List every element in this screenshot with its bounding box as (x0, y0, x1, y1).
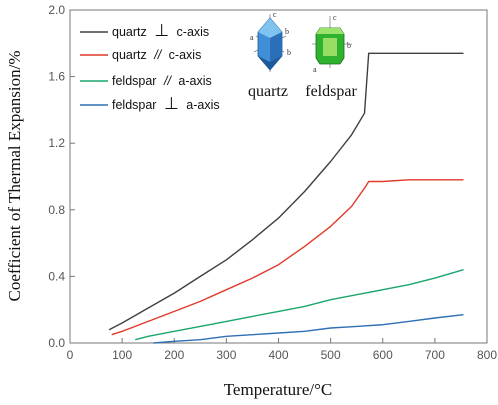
feldspar-axis-c: c (333, 13, 337, 22)
x-tick-label: 100 (112, 348, 132, 362)
legend-entry-1: quartz // c-axis (112, 48, 201, 62)
y-tick-label: 0.0 (48, 336, 65, 350)
quartz-label: quartz (248, 83, 288, 100)
x-tick-label: 400 (268, 348, 288, 362)
legend-entry-0: quartz ⊥ c-axis (112, 21, 209, 40)
series-line-1 (111, 179, 464, 336)
quartz-axis-c: c (273, 10, 277, 19)
legend-suffix-0: c-axis (177, 25, 210, 39)
y-tick-label: 0.8 (48, 203, 65, 217)
x-tick-label: 0 (67, 348, 74, 362)
legend-suffix-1: c-axis (169, 48, 202, 62)
feldspar-axis-a: a (313, 65, 317, 74)
series-lines (108, 52, 464, 344)
legend-suffix-2: a-axis (178, 74, 211, 88)
x-tick-label: 500 (321, 348, 341, 362)
legend-prefix-2: feldspar (112, 74, 156, 88)
legend-prefix-0: quartz (112, 25, 147, 39)
y-axis-label: Coefficient of Thermal Expansion/% (5, 51, 24, 302)
legend-entry-2: feldspar // a-axis (112, 74, 212, 88)
x-tick-label: 300 (216, 348, 236, 362)
legend-entry-3: feldspar ⊥ a-axis (112, 94, 220, 113)
x-tick-label: 200 (164, 348, 184, 362)
quartz-axis-b-upper: b (285, 27, 289, 36)
series-line-2 (135, 269, 464, 341)
x-axis-label: Temperature/°C (224, 380, 333, 399)
ticks: 0 100 200 300 400 500 600 700 800 0.0 0.4 0.8 1.2 1.6… (48, 3, 497, 362)
quartz-axis-b-lower: b (287, 48, 291, 57)
y-tick-label: 2.0 (48, 3, 65, 17)
y-tick-label: 1.2 (48, 136, 65, 150)
quartz-axis-a: a (250, 33, 254, 42)
y-tick-label: 0.4 (48, 269, 65, 283)
legend: quartz ⊥ c-axis quartz // c-axis feldspa… (80, 21, 220, 113)
legend-prefix-1: quartz (112, 48, 147, 62)
series-line-0 (108, 52, 464, 331)
feldspar-axis-b: b (347, 41, 351, 50)
feldspar-label: feldspar (305, 83, 357, 100)
legend-suffix-3: a-axis (186, 98, 219, 112)
x-tick-label: 800 (477, 348, 497, 362)
crystal-inset: c b b a quartz c b a feldspar (248, 10, 357, 100)
y-tick-label: 1.6 (48, 70, 65, 84)
quartz-crystal-icon: c b b a (250, 10, 291, 72)
legend-symbol-3: ⊥ (164, 94, 179, 113)
legend-symbol-1: // (153, 48, 162, 62)
legend-prefix-3: feldspar (112, 98, 156, 112)
x-tick-label: 600 (373, 348, 393, 362)
legend-symbol-0: ⊥ (154, 21, 169, 40)
x-tick-label: 700 (425, 348, 445, 362)
feldspar-crystal-icon: c b a (312, 13, 352, 74)
series-line-3 (153, 314, 464, 344)
legend-symbol-2: // (163, 74, 172, 88)
